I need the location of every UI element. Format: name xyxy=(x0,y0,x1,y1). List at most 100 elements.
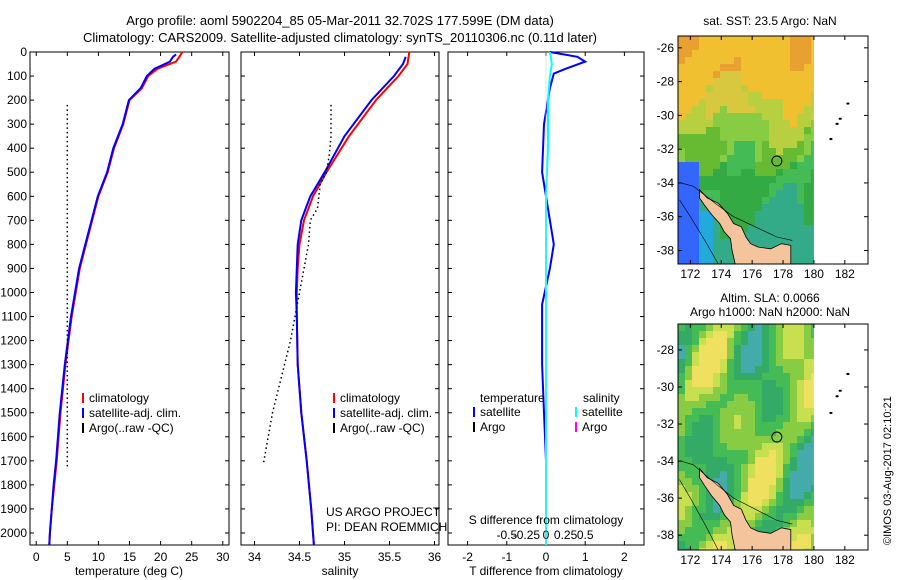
pi-label: PI: DEAN ROEMMICH xyxy=(326,520,447,534)
heatmap-cell xyxy=(706,548,713,550)
heatmap-cell xyxy=(804,176,811,183)
heatmap-cell xyxy=(783,471,790,478)
heatmap-cell xyxy=(797,485,804,492)
heatmap-cell xyxy=(713,99,720,106)
heatmap-cell xyxy=(811,394,814,401)
heatmap-cell xyxy=(783,99,790,106)
heatmap-cell xyxy=(811,113,814,120)
heatmap-cell xyxy=(727,387,734,394)
heatmap-cell xyxy=(762,78,769,85)
heatmap-cell xyxy=(678,211,685,218)
heatmap-cell xyxy=(720,106,727,113)
heatmap-cell xyxy=(692,176,699,183)
heatmap-cell xyxy=(776,127,783,134)
heatmap-cell xyxy=(734,401,741,408)
heatmap-cell xyxy=(797,436,804,443)
heatmap-cell xyxy=(741,120,748,127)
heatmap-cell xyxy=(804,71,811,78)
heatmap-cell xyxy=(727,99,734,106)
heatmap-cell xyxy=(720,43,727,50)
heatmap-cell xyxy=(720,246,727,253)
heatmap-cell xyxy=(762,520,769,527)
heatmap-cell xyxy=(699,520,706,527)
heatmap-cell xyxy=(706,190,713,197)
heatmap-cell xyxy=(734,471,741,478)
heatmap-cell xyxy=(762,366,769,373)
heatmap-cell xyxy=(748,43,755,50)
heatmap-cell xyxy=(769,85,776,92)
x-tick-label: 25 xyxy=(185,550,199,564)
heatmap-cell xyxy=(797,211,804,218)
heatmap-cell xyxy=(776,92,783,99)
heatmap-cell xyxy=(769,36,776,43)
heatmap-cell xyxy=(699,162,706,169)
heatmap-cell xyxy=(706,408,713,415)
y-tick-label: 1300 xyxy=(0,358,27,372)
heatmap-cell xyxy=(776,387,783,394)
heatmap-cell xyxy=(692,120,699,127)
heatmap-cell xyxy=(706,57,713,64)
heatmap-cell xyxy=(790,352,797,359)
heatmap-cell xyxy=(783,506,790,513)
heatmap-cell xyxy=(692,408,699,415)
heatmap-cell xyxy=(734,43,741,50)
heatmap-cell xyxy=(776,232,783,239)
heatmap-cell xyxy=(748,366,755,373)
heatmap-cell xyxy=(727,436,734,443)
heatmap-cell xyxy=(776,211,783,218)
heatmap-cell xyxy=(762,113,769,120)
heatmap-cell xyxy=(720,387,727,394)
heatmap-cell xyxy=(692,380,699,387)
heatmap-cell xyxy=(762,345,769,352)
heatmap-cell xyxy=(776,324,783,331)
heatmap-cell xyxy=(762,471,769,478)
heatmap-cell xyxy=(692,499,699,506)
series-line xyxy=(545,51,553,545)
heatmap-cell xyxy=(727,127,734,134)
heatmap-cell xyxy=(734,99,741,106)
heatmap-cell xyxy=(678,478,685,485)
heatmap-cell xyxy=(748,162,755,169)
heatmap-cell xyxy=(734,331,741,338)
depth-contour xyxy=(679,479,719,551)
x-tick-label: 5 xyxy=(64,550,71,564)
heatmap-cell xyxy=(678,429,685,436)
heatmap-cell xyxy=(762,197,769,204)
heatmap-cell xyxy=(762,380,769,387)
sla-map-panel: 172 174 176 178 180 182 -28 -30 -32 -34 -36 -38 xyxy=(657,323,869,567)
heatmap-cell xyxy=(790,113,797,120)
heatmap-cell xyxy=(685,401,692,408)
heatmap-cell xyxy=(811,204,814,211)
heatmap-cell xyxy=(797,443,804,450)
heatmap-cell xyxy=(783,457,790,464)
heatmap-cell xyxy=(692,190,699,197)
heatmap-cell xyxy=(706,183,713,190)
heatmap-cell xyxy=(692,78,699,85)
heatmap-cell xyxy=(727,120,734,127)
heatmap-cell xyxy=(748,359,755,366)
heatmap-cell xyxy=(741,506,748,513)
heatmap-cell xyxy=(748,183,755,190)
heatmap-cell xyxy=(727,527,734,534)
heatmap-cell xyxy=(811,492,814,499)
y-tick-label: -36 xyxy=(657,491,675,505)
heatmap-cell xyxy=(811,520,814,527)
heatmap-cell xyxy=(699,204,706,211)
heatmap-cell xyxy=(720,99,727,106)
heatmap-cell xyxy=(727,64,734,71)
heatmap-cell xyxy=(755,443,762,450)
heatmap-cell xyxy=(769,520,776,527)
heatmap-cell xyxy=(706,134,713,141)
heatmap-cell xyxy=(783,176,790,183)
heatmap-cell xyxy=(797,71,804,78)
heatmap-cell xyxy=(790,422,797,429)
heatmap-cell xyxy=(797,92,804,99)
heatmap-cell xyxy=(769,457,776,464)
legend-label: climatology xyxy=(89,391,149,405)
heatmap-cell xyxy=(804,534,811,541)
heatmap-cell xyxy=(706,541,713,548)
heatmap-cell xyxy=(720,513,727,520)
heatmap-cell xyxy=(797,492,804,499)
heatmap-cell xyxy=(776,513,783,520)
heatmap-cell xyxy=(790,197,797,204)
